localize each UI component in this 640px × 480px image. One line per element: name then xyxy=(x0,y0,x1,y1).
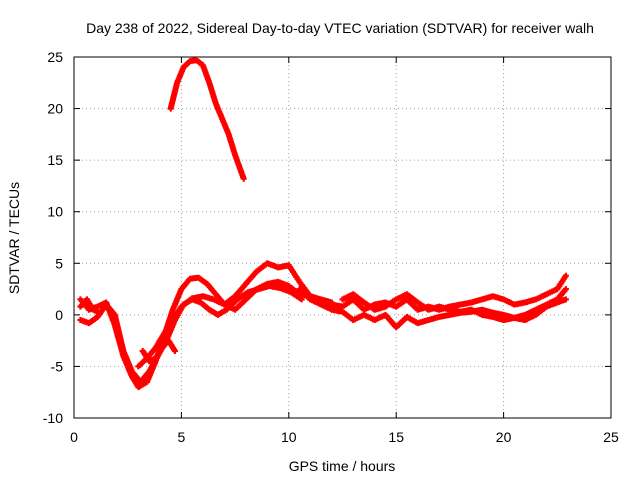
y-tick-label: -5 xyxy=(51,358,64,374)
plot-frame xyxy=(73,56,612,419)
series-track-9 xyxy=(77,296,103,316)
y-tick-label: 10 xyxy=(47,204,63,220)
x-tick-label: 10 xyxy=(281,429,297,445)
y-tick-label: 15 xyxy=(47,152,63,168)
y-tick-label: 5 xyxy=(55,255,63,271)
x-tick-label: 15 xyxy=(388,429,404,445)
series-markers xyxy=(167,57,247,182)
y-tick-labels: -10 -5 0 5 10 15 20 25 xyxy=(43,49,63,426)
x-tick-label: 20 xyxy=(496,429,512,445)
data-points xyxy=(77,57,569,391)
x-tick-labels: 0 5 10 15 20 25 xyxy=(70,429,619,445)
series-track-4 xyxy=(135,260,335,370)
series-track-5 xyxy=(139,337,178,365)
x-tick-label: 0 xyxy=(70,429,78,445)
chart-title: Day 238 of 2022, Sidereal Day-to-day VTE… xyxy=(86,20,594,36)
x-axis-label: GPS time / hours xyxy=(289,458,396,474)
series-markers xyxy=(135,260,335,370)
y-axis-label: SDTVAR / TECUs xyxy=(6,182,22,294)
y-tick-label: 20 xyxy=(47,101,63,117)
y-tick-label: 0 xyxy=(55,307,63,323)
y-tick-label: 25 xyxy=(47,49,63,65)
series-markers xyxy=(139,337,178,365)
series-markers xyxy=(77,296,103,316)
grid-lines xyxy=(74,57,611,418)
series-markers xyxy=(339,286,569,323)
series-markers xyxy=(77,274,314,391)
series-track-2 xyxy=(77,274,314,391)
x-tick-label: 25 xyxy=(603,429,619,445)
tick-marks xyxy=(73,56,612,419)
series-track-1 xyxy=(167,57,247,182)
y-tick-label: -10 xyxy=(43,410,63,426)
x-tick-label: 5 xyxy=(178,429,186,445)
series-track-8 xyxy=(339,286,569,323)
